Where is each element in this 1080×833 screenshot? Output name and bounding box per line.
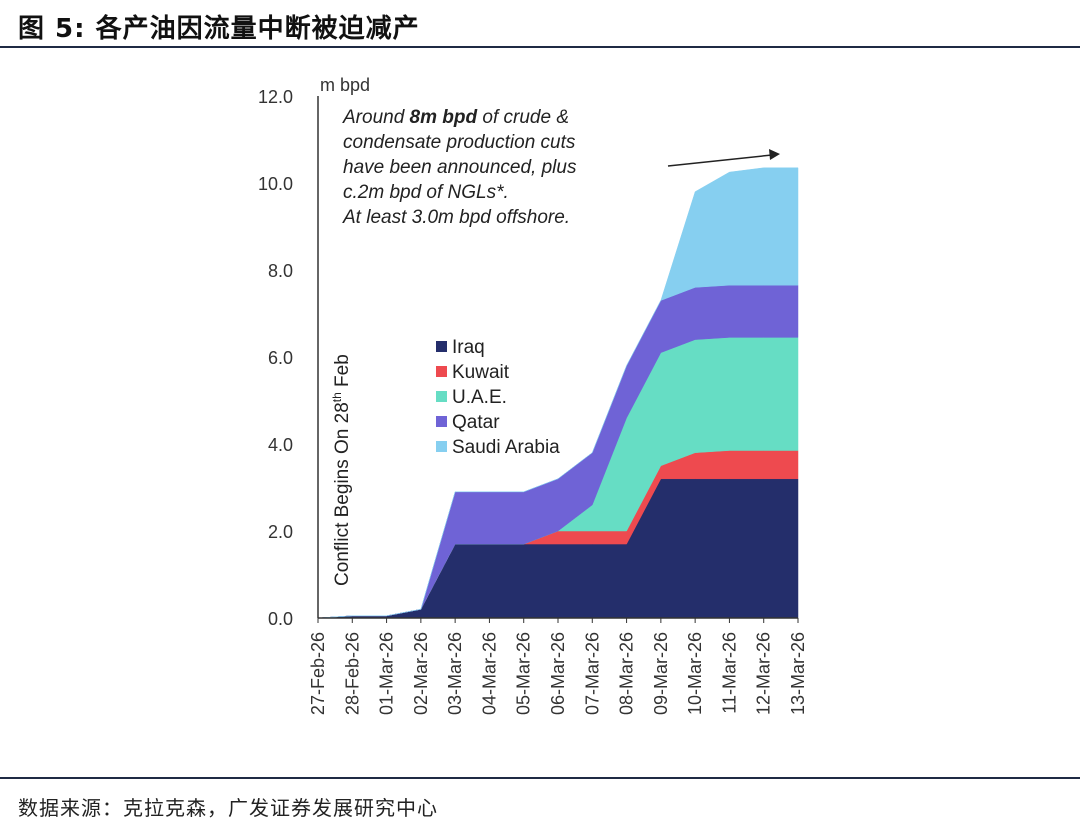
x-tick-label: 05-Mar-26 bbox=[514, 632, 534, 715]
annotation-line: c.2m bpd of NGLs*. bbox=[343, 182, 509, 203]
x-tick-label: 12-Mar-26 bbox=[754, 632, 774, 715]
annotation-text: Around 8m bpd of crude & condensate produ… bbox=[342, 107, 577, 228]
x-tick-label: 09-Mar-26 bbox=[651, 632, 671, 715]
x-tick-label: 06-Mar-26 bbox=[548, 632, 568, 715]
y-tick-label: 4.0 bbox=[268, 435, 293, 455]
annotation-line: have been announced, plus bbox=[343, 157, 577, 178]
y-tick-labels: 0.0 2.0 4.0 6.0 8.0 10.0 12.0 bbox=[258, 87, 293, 629]
header-rule bbox=[0, 46, 1080, 48]
figure-title: 图 5: 各产油因流量中断被迫减产 bbox=[18, 14, 420, 44]
y-tick-label: 10.0 bbox=[258, 174, 293, 194]
legend-label: U.A.E. bbox=[452, 387, 507, 408]
annotation-line: condensate production cuts bbox=[343, 132, 576, 153]
x-tick-label: 08-Mar-26 bbox=[617, 632, 637, 715]
x-tick-label: 02-Mar-26 bbox=[411, 632, 431, 715]
legend-label: Kuwait bbox=[452, 362, 510, 383]
legend-swatch bbox=[436, 341, 447, 352]
legend-swatch bbox=[436, 441, 447, 452]
stacked-area-chart: 0.0 2.0 4.0 6.0 8.0 10.0 12.0 27-Feb-26 28-Feb-… bbox=[258, 75, 808, 715]
x-tick-label: 03-Mar-26 bbox=[445, 632, 465, 715]
y-tick-label: 0.0 bbox=[268, 609, 293, 629]
area-saudi-arabia bbox=[317, 167, 799, 619]
y-tick-label: 8.0 bbox=[268, 261, 293, 281]
annotation-line: At least 3.0m bpd offshore. bbox=[342, 207, 570, 228]
legend: Iraq Kuwait U.A.E. Qatar Saudi Arabia bbox=[436, 337, 560, 458]
annotation-line: Around 8m bpd of crude & bbox=[342, 107, 569, 128]
x-tick-labels: 27-Feb-26 28-Feb-26 01-Mar-26 02-Mar-26 03-M… bbox=[308, 618, 808, 715]
legend-label: Qatar bbox=[452, 412, 500, 433]
x-tick-label: 28-Feb-26 bbox=[342, 632, 362, 715]
source-note: 数据来源：克拉克森，广发证券发展研究中心 bbox=[18, 796, 438, 820]
legend-label: Iraq bbox=[452, 337, 485, 358]
footer-rule bbox=[0, 777, 1080, 779]
x-tick-label: 11-Mar-26 bbox=[719, 632, 739, 714]
y-tick-label: 12.0 bbox=[258, 87, 293, 107]
x-tick-label: 07-Mar-26 bbox=[582, 632, 602, 715]
conflict-label: Conflict Begins On 28th Feb bbox=[330, 354, 353, 586]
x-tick-label: 27-Feb-26 bbox=[308, 632, 328, 715]
y-tick-label: 2.0 bbox=[268, 522, 293, 542]
y-unit-label: m bpd bbox=[320, 75, 370, 95]
legend-swatch bbox=[436, 391, 447, 402]
legend-label: Saudi Arabia bbox=[452, 437, 560, 458]
x-tick-label: 10-Mar-26 bbox=[685, 632, 705, 715]
x-tick-label: 01-Mar-26 bbox=[377, 632, 397, 715]
x-tick-label: 04-Mar-26 bbox=[479, 632, 499, 715]
annotation-arrow bbox=[667, 149, 780, 167]
legend-swatch bbox=[436, 416, 447, 427]
x-tick-label: 13-Mar-26 bbox=[788, 632, 808, 715]
legend-swatch bbox=[436, 366, 447, 377]
y-tick-label: 6.0 bbox=[268, 348, 293, 368]
area-layers bbox=[317, 167, 799, 619]
